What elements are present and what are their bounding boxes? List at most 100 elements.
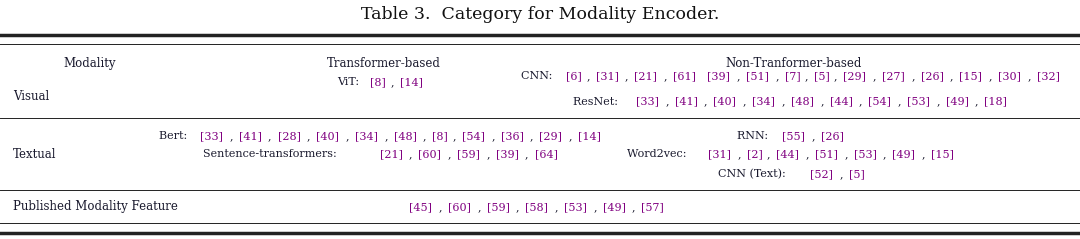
- Text: ,: ,: [625, 71, 632, 81]
- Text: [27]: [27]: [882, 71, 905, 81]
- Text: ,: ,: [453, 131, 460, 141]
- Text: ,: ,: [491, 131, 499, 141]
- Text: ResNet:: ResNet:: [573, 97, 622, 107]
- Text: Transformer-based: Transformer-based: [326, 57, 441, 70]
- Text: [39]: [39]: [707, 71, 730, 81]
- Text: [34]: [34]: [752, 97, 775, 107]
- Text: [60]: [60]: [418, 149, 442, 159]
- Text: ,: ,: [922, 149, 929, 159]
- Text: ,: ,: [989, 71, 996, 81]
- Text: [14]: [14]: [400, 77, 423, 87]
- Text: RNN:: RNN:: [738, 131, 772, 141]
- Text: ,: ,: [936, 97, 944, 107]
- Text: [57]: [57]: [642, 202, 664, 212]
- Text: ,: ,: [409, 149, 417, 159]
- Text: ViT:: ViT:: [337, 77, 363, 87]
- Text: Bert:: Bert:: [159, 131, 191, 141]
- Text: [59]: [59]: [486, 202, 510, 212]
- Text: [40]: [40]: [316, 131, 339, 141]
- Text: ,: ,: [487, 149, 494, 159]
- Text: ,: ,: [738, 149, 745, 159]
- Text: [58]: [58]: [525, 202, 549, 212]
- Text: ,: ,: [665, 97, 673, 107]
- Text: ,: ,: [845, 149, 852, 159]
- Text: ,: ,: [438, 202, 446, 212]
- Text: [32]: [32]: [1037, 71, 1059, 81]
- Text: ,: ,: [423, 131, 430, 141]
- Text: [54]: [54]: [462, 131, 485, 141]
- Text: [64]: [64]: [535, 149, 557, 159]
- Text: ,: ,: [569, 131, 576, 141]
- Text: ,: ,: [477, 202, 485, 212]
- Text: ,: ,: [594, 202, 600, 212]
- Text: ,: ,: [704, 97, 712, 107]
- Text: [52]: [52]: [810, 169, 833, 179]
- Text: [26]: [26]: [821, 131, 843, 141]
- Text: ,: ,: [782, 97, 788, 107]
- Text: [30]: [30]: [998, 71, 1022, 81]
- Text: ,: ,: [391, 77, 397, 87]
- Text: [36]: [36]: [500, 131, 524, 141]
- Text: ,: ,: [632, 202, 639, 212]
- Text: ,: ,: [530, 131, 537, 141]
- Text: ,: ,: [307, 131, 314, 141]
- Text: [5]: [5]: [849, 169, 865, 179]
- Text: ,: ,: [975, 97, 983, 107]
- Text: [5]: [5]: [814, 71, 829, 81]
- Text: [29]: [29]: [843, 71, 866, 81]
- Text: [60]: [60]: [448, 202, 471, 212]
- Text: ,: ,: [897, 97, 905, 107]
- Text: [29]: [29]: [539, 131, 563, 141]
- Text: [28]: [28]: [278, 131, 300, 141]
- Text: [31]: [31]: [595, 71, 619, 81]
- Text: [53]: [53]: [564, 202, 586, 212]
- Text: Word2vec:: Word2vec:: [626, 149, 690, 159]
- Text: [18]: [18]: [985, 97, 1008, 107]
- Text: [14]: [14]: [578, 131, 600, 141]
- Text: [34]: [34]: [355, 131, 378, 141]
- Text: [59]: [59]: [457, 149, 481, 159]
- Text: [49]: [49]: [946, 97, 969, 107]
- Text: [21]: [21]: [634, 71, 658, 81]
- Text: ,: ,: [1028, 71, 1035, 81]
- Text: Non-Tranformer-based: Non-Tranformer-based: [726, 57, 862, 70]
- Text: [39]: [39]: [496, 149, 518, 159]
- Text: [55]: [55]: [782, 131, 805, 141]
- Text: ,: ,: [840, 169, 847, 179]
- Text: ,: ,: [526, 149, 532, 159]
- Text: [6]: [6]: [566, 71, 582, 81]
- Text: [2]: [2]: [746, 149, 762, 159]
- Text: [8]: [8]: [370, 77, 387, 87]
- Text: [7]: [7]: [784, 71, 800, 81]
- Text: ,: ,: [883, 149, 890, 159]
- Text: ,: ,: [912, 71, 919, 81]
- Text: [33]: [33]: [200, 131, 224, 141]
- Text: ,: ,: [269, 131, 275, 141]
- Text: ,: ,: [384, 131, 392, 141]
- Text: ,: ,: [873, 71, 880, 81]
- Text: [48]: [48]: [791, 97, 814, 107]
- Text: ,: ,: [860, 97, 866, 107]
- Text: ,: ,: [775, 71, 783, 81]
- Text: [54]: [54]: [868, 97, 891, 107]
- Text: [31]: [31]: [708, 149, 731, 159]
- Text: [44]: [44]: [829, 97, 852, 107]
- Text: [41]: [41]: [239, 131, 261, 141]
- Text: [61]: [61]: [673, 71, 696, 81]
- Text: ,: ,: [806, 149, 813, 159]
- Text: [41]: [41]: [675, 97, 698, 107]
- Text: CNN:: CNN:: [521, 71, 556, 81]
- Text: Sentence-transformers:: Sentence-transformers:: [203, 149, 340, 159]
- Text: ,: ,: [448, 149, 455, 159]
- Text: ,: ,: [950, 71, 957, 81]
- Text: [49]: [49]: [603, 202, 625, 212]
- Text: Table 3.  Category for Modality Encoder.: Table 3. Category for Modality Encoder.: [361, 6, 719, 23]
- Text: CNN (Text):: CNN (Text):: [718, 169, 789, 180]
- Text: [53]: [53]: [853, 149, 877, 159]
- Text: [21]: [21]: [380, 149, 403, 159]
- Text: ,: ,: [516, 202, 523, 212]
- Text: Textual: Textual: [13, 148, 56, 161]
- Text: Visual: Visual: [13, 90, 50, 103]
- Text: [45]: [45]: [409, 202, 432, 212]
- Text: [51]: [51]: [746, 71, 769, 81]
